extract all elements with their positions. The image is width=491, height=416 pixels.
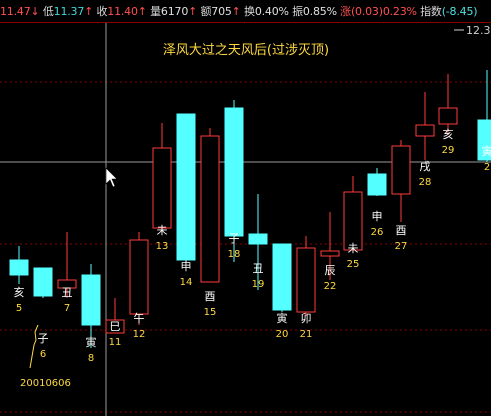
grid-lines <box>0 81 491 413</box>
candle-number-label: 20 <box>276 329 289 340</box>
candle-branch-label: 戌 <box>420 160 431 173</box>
header-divider <box>0 22 491 23</box>
candle-body[interactable] <box>224 107 244 237</box>
candle-body[interactable] <box>9 259 29 276</box>
candle-number-label: 25 <box>347 259 360 270</box>
amount-field: 额705↑ <box>200 5 241 18</box>
candle-branch-label: 辰 <box>325 264 336 277</box>
candle-branch-label: 卯 <box>301 312 312 325</box>
candle-number-label: 27 <box>395 241 408 252</box>
quote-info-bar: 11.47↓ 低11.37↑ 收11.40↑ 量6170↑ 额705↑ 换0.4… <box>0 2 491 22</box>
candle-body[interactable] <box>57 279 77 289</box>
candle-branch-label: 酉 <box>396 224 407 237</box>
candle-branch-label: 申 <box>372 210 383 223</box>
mouse-cursor-icon <box>105 167 118 188</box>
candle-number-label: 6 <box>40 349 46 360</box>
candle-branch-label: 寅 <box>482 144 491 158</box>
candle-number-label: 19 <box>252 279 265 290</box>
candle-branch-label: 未 <box>157 224 168 237</box>
low-field: 低11.37↑ <box>42 5 94 18</box>
candle-body[interactable] <box>477 119 491 161</box>
volume-field: 量6170↑ <box>150 5 198 18</box>
candle-branch-label: 子 <box>229 232 240 245</box>
candle-body[interactable] <box>391 145 411 195</box>
open-value: 11.47↓ <box>0 5 40 18</box>
candle-number-label: 8 <box>88 353 94 364</box>
date-label: 20010606 <box>20 378 71 389</box>
candle-body[interactable] <box>272 243 292 311</box>
candle-number-label: 28 <box>419 177 432 188</box>
candle-body[interactable] <box>438 107 458 125</box>
candle-number-label: 14 <box>180 277 193 288</box>
candle-body[interactable] <box>129 239 149 315</box>
candle-body[interactable] <box>200 135 220 283</box>
candle-branch-label: 子 <box>38 332 49 345</box>
candle-body[interactable] <box>415 124 435 137</box>
candle-number-label: 21 <box>300 329 313 340</box>
candle-number-label: 22 <box>324 281 337 292</box>
candle-branch-label: 酉 <box>205 290 216 303</box>
candle-branch-label: 午 <box>134 312 145 325</box>
candle-number-label: 11 <box>109 337 122 348</box>
candle-number-label: 12 <box>133 329 146 340</box>
candle-number-label: 18 <box>228 249 241 260</box>
candle-number-label: 26 <box>371 227 384 238</box>
amplitude-field: 振0.85% <box>292 5 337 18</box>
candle-body[interactable] <box>176 113 196 261</box>
candle-body[interactable] <box>81 274 101 326</box>
candle-branch-label: 未 <box>348 242 359 255</box>
candle-branch-label: 巳 <box>110 320 121 333</box>
chart-title: 泽风大过之天风后(过涉灭顶) <box>163 43 329 58</box>
candle-number-label: 15 <box>204 307 217 318</box>
close-field: 收11.40↑ <box>96 5 147 18</box>
candle-branch-label: 丑 <box>253 262 264 275</box>
candle-body[interactable] <box>320 250 340 257</box>
candle-branch-label: 亥 <box>14 285 25 299</box>
candle-body[interactable] <box>248 233 268 245</box>
candle-body[interactable] <box>343 191 363 251</box>
candle-body[interactable] <box>296 247 316 313</box>
candle-number-label: 7 <box>64 303 70 314</box>
candle-number-label: 5 <box>16 303 22 314</box>
candle-branch-label: 寅 <box>277 311 288 325</box>
candle-body[interactable] <box>367 173 387 196</box>
candle-body[interactable] <box>33 267 53 297</box>
candles-layer <box>9 70 491 348</box>
candle-branch-label: 亥 <box>443 127 454 141</box>
candle-branch-label: 丑 <box>62 286 73 299</box>
top-price-label: 12.3 <box>466 24 491 37</box>
candle-branch-label: 寅 <box>86 335 97 349</box>
index-field: 指数(-8.45) <box>420 5 478 18</box>
candle-branch-label: 申 <box>181 260 192 273</box>
change-field: 涨(0.03)0.23% <box>340 5 417 18</box>
candle-number-label: 13 <box>156 241 169 252</box>
candle-labels-layer: 亥 5 子 6 丑 7 寅 8 巳 11 午 12 未 13 申 14 酉 15 子 18 丑 19 寅 20 卯 21 辰 22 未 2… <box>14 127 491 364</box>
candle-number-label: 29 <box>442 145 455 156</box>
candle-body[interactable] <box>152 147 172 229</box>
candle-body[interactable] <box>105 319 125 334</box>
annotation-line <box>29 324 39 369</box>
turnover-field: 换0.40% <box>244 5 289 18</box>
candle-number-label: 2 <box>484 162 490 173</box>
